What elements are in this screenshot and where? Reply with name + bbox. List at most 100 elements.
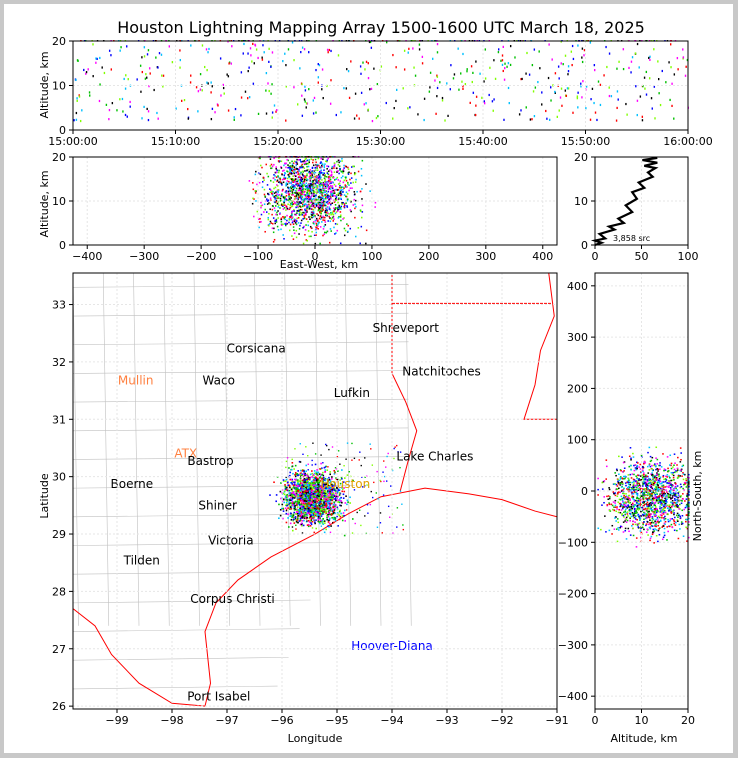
- map-source-mark: [286, 489, 289, 492]
- ew-source-mark: [308, 183, 310, 186]
- map-source-mark: [309, 524, 312, 527]
- ew-source-mark: [330, 198, 332, 200]
- ew-source-mark: [259, 157, 261, 160]
- map-source-mark: [310, 522, 312, 524]
- ew-source-mark: [340, 194, 342, 197]
- map-source-mark: [293, 507, 296, 510]
- ns-source-mark: [650, 525, 653, 527]
- time-source-mark: [531, 118, 533, 121]
- map-source-mark: [301, 469, 304, 472]
- time-source-mark: [367, 76, 370, 80]
- ns-source-mark: [655, 523, 657, 525]
- ew-source-mark: [297, 179, 299, 182]
- map-source-mark: [292, 519, 295, 522]
- map-source-mark: [402, 528, 405, 531]
- map-source-mark: [310, 511, 313, 514]
- map-ylabel: Latitude: [38, 473, 51, 519]
- ew-source-mark: [297, 222, 300, 224]
- time-source-mark: [479, 72, 481, 75]
- time-source-mark: [507, 62, 510, 65]
- ew-source-mark: [353, 165, 355, 168]
- ew-source-mark: [314, 158, 317, 161]
- map-source-mark: [302, 483, 305, 485]
- ew-source-mark: [311, 181, 314, 184]
- ew-source-mark: [328, 202, 331, 204]
- map-source-mark: [284, 484, 286, 486]
- ew-source-mark: [309, 187, 312, 190]
- map-source-mark: [297, 470, 299, 472]
- map-source-mark: [303, 470, 305, 473]
- ew-source-mark: [293, 160, 296, 163]
- ew-source-mark: [301, 193, 303, 196]
- ew-source-mark: [294, 186, 296, 189]
- ew-source-mark: [328, 206, 331, 209]
- map-source-mark: [322, 488, 324, 490]
- ew-source-mark: [342, 172, 344, 174]
- ew-source-mark: [310, 190, 313, 192]
- ns-source-mark: [621, 506, 624, 509]
- time-source-mark: [665, 81, 667, 84]
- ew-source-mark: [311, 208, 313, 211]
- ew-source-mark: [318, 183, 321, 186]
- ew-source-mark: [323, 187, 325, 190]
- map-source-mark: [325, 487, 327, 490]
- ew-source-mark: [273, 163, 275, 166]
- map-source-mark: [397, 451, 399, 453]
- map-source-mark: [364, 457, 366, 459]
- ew-source-mark: [342, 186, 344, 189]
- ew-source-mark: [267, 193, 269, 195]
- ew-source-mark: [261, 204, 263, 207]
- ew-source-mark: [285, 182, 288, 184]
- ew-source-mark: [320, 157, 322, 160]
- time-source-mark: [340, 111, 342, 114]
- map-source-mark: [316, 488, 318, 491]
- map-source-mark: [292, 492, 295, 495]
- map-source-mark: [343, 514, 345, 517]
- map-source-mark: [325, 465, 327, 468]
- time-source-mark: [199, 73, 202, 76]
- map-source-mark: [289, 504, 291, 507]
- map-source-mark: [294, 473, 296, 476]
- ew-source-mark: [315, 188, 318, 191]
- ew-source-mark: [299, 175, 301, 178]
- time-source-mark: [682, 56, 685, 59]
- ew-source-mark: [303, 180, 306, 183]
- time-source-mark: [287, 48, 290, 51]
- ns-source-mark: [637, 513, 640, 516]
- ns-source-mark: [653, 512, 655, 515]
- map-source-mark: [322, 492, 325, 495]
- ew-source-mark: [328, 179, 331, 182]
- ew-source-mark: [324, 194, 327, 197]
- ew-source-mark: [288, 166, 290, 169]
- ns-source-mark: [632, 523, 634, 526]
- ns-source-mark: [634, 467, 637, 469]
- ns-source-mark: [679, 475, 682, 477]
- ns-source-mark: [647, 485, 650, 487]
- ew-source-mark: [326, 192, 328, 195]
- ns-source-mark: [600, 528, 602, 531]
- map-source-mark: [327, 484, 329, 487]
- map-source-mark: [304, 483, 306, 486]
- ew-source-mark: [316, 220, 319, 222]
- ew-source-mark: [268, 193, 270, 196]
- ew-source-mark: [333, 201, 336, 203]
- map-source-mark: [293, 509, 296, 511]
- ew-source-mark: [295, 236, 298, 239]
- ew-source-mark: [308, 198, 311, 201]
- map-source-mark: [319, 517, 321, 520]
- ew-source-mark: [319, 162, 322, 164]
- ew-source-mark: [283, 222, 286, 225]
- map-source-mark: [311, 464, 313, 466]
- ew-source-mark: [318, 201, 321, 204]
- time-source-mark: [481, 96, 483, 99]
- ew-source-mark: [254, 173, 257, 176]
- ew-source-mark: [304, 158, 306, 161]
- ew-source-mark: [314, 166, 317, 169]
- ew-source-mark: [248, 180, 251, 182]
- ew-source-mark: [369, 190, 371, 192]
- ew-source-mark: [361, 216, 363, 219]
- ew-source-mark: [348, 171, 350, 174]
- time-source-mark: [470, 65, 473, 68]
- ns-source-mark: [670, 488, 672, 491]
- map-source-mark: [329, 480, 332, 483]
